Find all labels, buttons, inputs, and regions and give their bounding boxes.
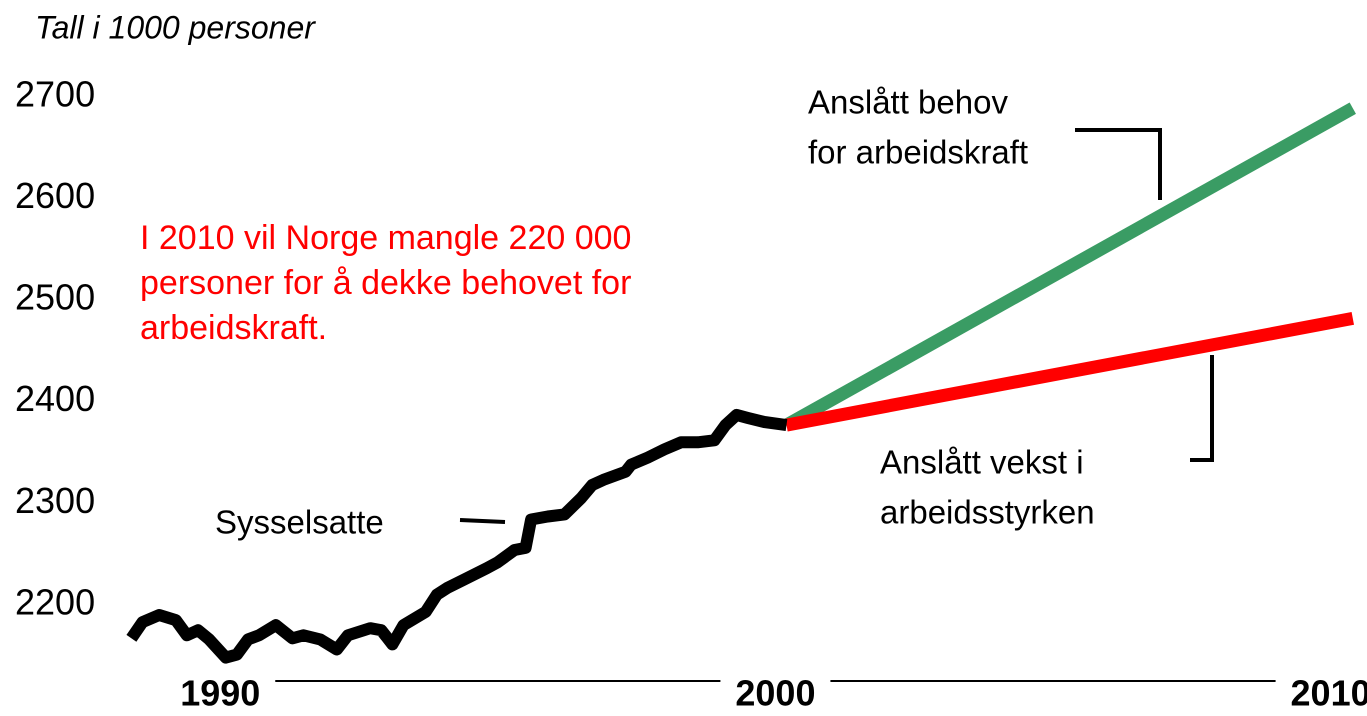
y-tick-label: 2300 [15, 480, 95, 521]
y-tick-label: 2700 [15, 74, 95, 115]
series-label: Sysselsatte [215, 504, 384, 541]
annotation: personer for å dekke behovet for [140, 264, 631, 302]
y-tick-label: 2600 [15, 175, 95, 216]
y-tick-label: 2400 [15, 378, 95, 419]
y-tick-label: 2200 [15, 581, 95, 622]
series-label: arbeidsstyrken [880, 494, 1095, 531]
series-line [783, 102, 1356, 431]
series-label: Anslått vekst i [880, 444, 1084, 481]
connector [1190, 355, 1214, 462]
subtitle: Tall i 1000 personer [35, 9, 316, 45]
annotation: I 2010 vil Norge mangle 220 000 [140, 219, 631, 257]
series-line [126, 408, 788, 664]
y-tick-label: 2500 [15, 277, 95, 318]
annotation: arbeidskraft. [140, 309, 327, 347]
series-line [785, 312, 1355, 432]
series-label: for arbeidskraft [808, 134, 1028, 171]
x-tick-label: 1990 [180, 673, 260, 714]
x-tick-label: 2000 [735, 673, 815, 714]
x-tick-label: 2010 [1291, 673, 1367, 714]
series-label: Anslått behov [808, 84, 1008, 121]
connector [459, 518, 506, 524]
connector [1075, 128, 1162, 200]
